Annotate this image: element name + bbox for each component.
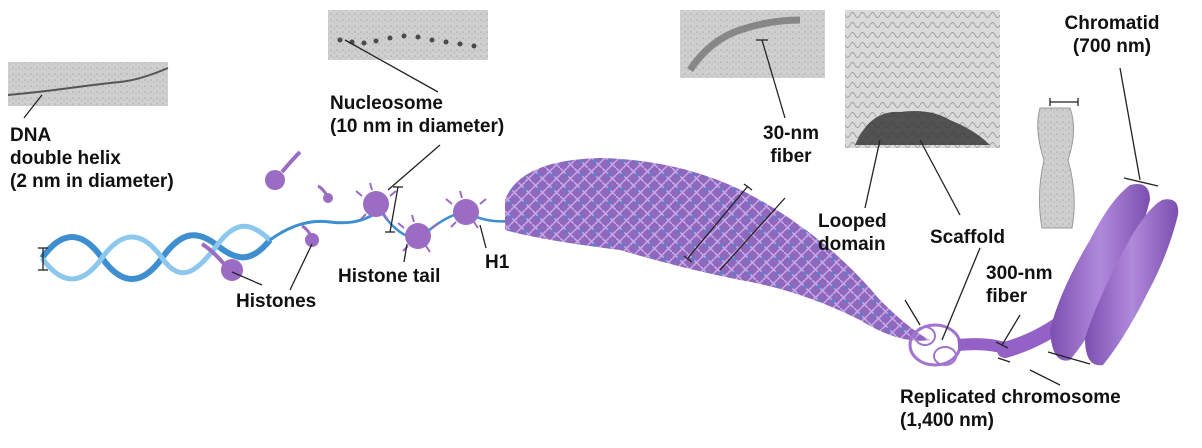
leader-lines [23, 39, 1159, 386]
label-scaffold: Scaffold [930, 227, 1005, 248]
looped-domain-micrograph [845, 10, 1000, 148]
label-replicated-chromosome-line2: (1,400 nm) [900, 410, 994, 431]
fiber-micrograph [680, 10, 825, 78]
label-30nm-fiber-line2: fiber [770, 146, 812, 167]
label-dna-line3: (2 nm in diameter) [10, 171, 174, 192]
label-nucleosome-line2: (10 nm in diameter) [330, 116, 505, 137]
dna-double-helix [39, 208, 381, 282]
label-histones: Histones [236, 291, 317, 312]
label-looped-domain-line2: domain [818, 234, 886, 255]
nucleosomes [355, 182, 487, 253]
free-histones [200, 150, 333, 281]
replicated-chromosome [1050, 184, 1179, 366]
dna-micrograph [7, 62, 169, 106]
nucleosome-micrograph [328, 10, 488, 60]
label-300nm-fiber-line1: 300-nm [986, 263, 1053, 284]
label-300nm-fiber-line2: fiber [986, 286, 1028, 307]
label-chromatid-line2: (700 nm) [1072, 36, 1152, 57]
chromatid-micrograph [1037, 107, 1075, 229]
label-nucleosome-line1: Nucleosome [330, 93, 443, 114]
label-dna: DNA double helix (2 nm in diameter) [10, 124, 174, 193]
label-30nm-fiber-line1: 30-nm [763, 123, 819, 144]
label-30nm-fiber: 30-nm fiber [755, 122, 827, 168]
chromatin-fiber [505, 158, 930, 341]
label-dna-line2: double helix [10, 148, 121, 169]
label-chromatid: Chromatid (700 nm) [1060, 12, 1164, 58]
label-300nm-fiber: 300-nm fiber [986, 262, 1053, 308]
label-replicated-chromosome-line1: Replicated chromosome [900, 387, 1121, 408]
label-dna-line1: DNA [10, 125, 52, 146]
label-looped-domain-line1: Looped [818, 211, 887, 232]
label-h1: H1 [485, 252, 510, 273]
label-nucleosome: Nucleosome (10 nm in diameter) [330, 92, 504, 138]
looped-domain-coil [908, 323, 1013, 367]
label-histone-tail: Histone tail [338, 266, 441, 287]
linker-dna [378, 209, 516, 240]
label-chromatid-line1: Chromatid [1064, 13, 1160, 34]
label-replicated-chromosome: Replicated chromosome (1,400 nm) [900, 386, 1121, 432]
label-looped-domain: Looped domain [818, 210, 887, 256]
